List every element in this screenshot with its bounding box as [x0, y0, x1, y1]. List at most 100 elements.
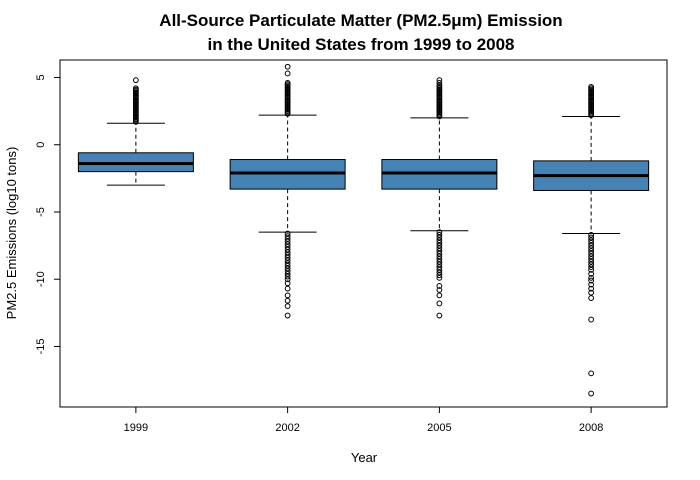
outlier-point [284, 270, 291, 277]
outlier-point [284, 233, 291, 240]
x-tick-label: 1999 [124, 422, 148, 434]
y-axis-label: PM2.5 Emissions (log10 tons) [4, 147, 19, 320]
outlier-point [284, 276, 291, 283]
outlier-point [588, 261, 595, 268]
outlier-point [588, 277, 595, 284]
y-tick-label: -10 [35, 271, 47, 287]
y-axis: 5 0 -5 -10 -15 [35, 74, 60, 354]
outlier-point [436, 79, 443, 86]
x-axis: 1999 2002 2005 2008 [124, 407, 603, 434]
y-tick-label: -15 [35, 339, 47, 355]
box-group-1999 [77, 77, 194, 186]
x-tick-label: 2005 [427, 422, 451, 434]
y-tick-label: -5 [35, 207, 47, 217]
outlier-point [284, 254, 291, 261]
outlier-point [132, 77, 139, 84]
outlier-point [588, 112, 595, 119]
outlier-point [436, 242, 443, 249]
outlier-point [132, 118, 139, 125]
outlier-point [588, 258, 595, 265]
outlier-point [284, 292, 291, 299]
outlier-point [436, 77, 443, 84]
outlier-point [284, 265, 291, 272]
outlier-point [436, 272, 443, 279]
outlier-point [436, 256, 443, 262]
outlier-point [284, 241, 291, 248]
y-tick-label: 5 [35, 74, 47, 80]
boxes-layer [77, 63, 650, 397]
outlier-point [284, 297, 291, 304]
outlier-point [588, 274, 595, 281]
chart-title-line-1: All-Source Particulate Matter (PM2.5μm) … [159, 11, 562, 30]
outlier-point [588, 266, 595, 273]
x-tick-label: 2002 [275, 422, 299, 434]
outlier-point [284, 244, 291, 250]
plot-frame [59, 59, 668, 408]
outlier-point [588, 289, 595, 296]
outlier-point [284, 235, 291, 242]
outlier-point [588, 245, 595, 252]
outlier-point [436, 229, 443, 236]
outlier-point [284, 262, 291, 269]
outlier-point [588, 248, 595, 254]
outlier-point [284, 249, 291, 256]
outlier-point [436, 269, 443, 276]
outlier-point [284, 312, 291, 319]
outlier-point [284, 273, 291, 280]
outlier-point [284, 63, 291, 70]
outlier-point [588, 234, 595, 241]
outlier-point [436, 113, 443, 120]
chart-title-line-2: in the United States from 1999 to 2008 [207, 35, 514, 54]
outlier-point [436, 248, 443, 254]
outlier-point [588, 270, 595, 277]
outlier-point [436, 240, 443, 246]
outlier-point [436, 287, 443, 293]
outlier-point [436, 292, 443, 299]
outlier-point [588, 231, 595, 238]
x-tick-label: 2008 [579, 422, 603, 434]
outlier-point [284, 280, 291, 287]
outlier-point [588, 316, 595, 323]
box-group-2002 [229, 63, 346, 319]
outlier-point [284, 260, 291, 266]
outlier-point [588, 256, 595, 262]
outlier-point [588, 242, 595, 249]
outlier-point [436, 253, 443, 260]
outlier-point [284, 238, 291, 245]
outlier-point [588, 264, 595, 271]
outlier-point [588, 237, 595, 244]
outlier-point [284, 252, 291, 258]
outlier-point [588, 240, 595, 246]
outlier-point [284, 230, 291, 237]
outlier-point [588, 281, 595, 288]
outlier-point [284, 70, 291, 77]
outlier-point [284, 246, 291, 253]
outlier-point [436, 261, 443, 268]
outlier-point [588, 370, 595, 377]
outlier-point [284, 303, 291, 310]
outlier-point [436, 312, 443, 319]
outlier-point [588, 253, 595, 260]
outlier-point [588, 295, 595, 301]
outlier-point [436, 231, 443, 238]
outlier-point [284, 110, 291, 117]
outlier-point [284, 268, 291, 275]
outlier-point [588, 250, 595, 257]
outlier-point [284, 257, 291, 264]
outlier-point [436, 245, 443, 252]
outlier-point [588, 285, 595, 292]
outlier-point [436, 283, 443, 289]
outlier-point [436, 274, 443, 281]
outlier-point [436, 234, 443, 241]
outlier-point [588, 390, 595, 397]
outlier-point [436, 300, 443, 307]
outlier-point [436, 264, 443, 271]
x-axis-label: Year [351, 450, 378, 465]
outlier-point [436, 258, 443, 265]
outlier-point [436, 237, 443, 244]
box-group-2008 [533, 83, 650, 397]
box-group-2005 [381, 77, 498, 319]
y-tick-label: 0 [35, 142, 47, 148]
